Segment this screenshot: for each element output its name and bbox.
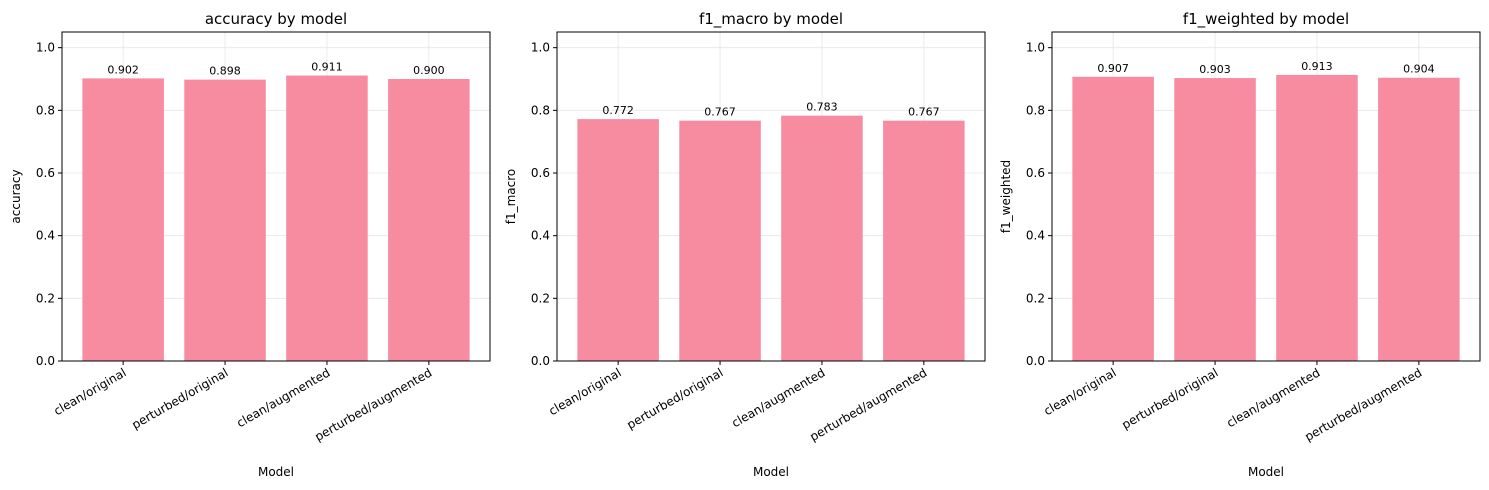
x-tick-label: clean/augmented (1224, 365, 1322, 430)
y-tick-label: 0.4 (1026, 229, 1045, 243)
y-tick-label: 0.6 (531, 166, 550, 180)
chart-title: f1_weighted by model (1183, 10, 1349, 29)
x-axis-label: Model (258, 465, 294, 479)
chart-panel-3: 0.907 0.903 0.913 0.904 0.0 0.2 0.4 0.6 0.8 1.0 cl… (999, 10, 1481, 479)
y-tick-label: 0.6 (36, 166, 55, 180)
bar (1072, 76, 1154, 361)
x-axis-label: Model (753, 465, 789, 479)
bar (577, 119, 659, 362)
data-label: 0.902 (107, 63, 139, 76)
y-tick-label: 0.2 (1026, 291, 1045, 305)
y-axis-label: f1_weighted (999, 160, 1013, 233)
data-label: 0.783 (806, 101, 838, 114)
y-tick-label: 0.8 (531, 103, 550, 117)
plot-frame (61, 31, 491, 362)
y-tick-label: 0.4 (531, 229, 550, 243)
y-tick-label: 1.0 (531, 41, 550, 55)
bar (1174, 78, 1256, 361)
chart-title: accuracy by model (205, 10, 347, 28)
data-label: 0.898 (209, 65, 241, 78)
y-tick-label: 0.6 (1026, 166, 1045, 180)
y-tick-label: 0.4 (36, 229, 55, 243)
data-label: 0.911 (311, 61, 343, 74)
x-tick-label: clean/original (546, 365, 623, 418)
x-tick-label: perturbed/original (129, 365, 230, 431)
y-axis-label: accuracy (9, 169, 23, 223)
bar (82, 78, 164, 361)
y-tick-label: 1.0 (1026, 41, 1045, 55)
bar (1378, 77, 1460, 361)
plot-frame (1051, 31, 1481, 362)
bar (388, 79, 470, 361)
y-tick-label: 0.2 (36, 291, 55, 305)
bar (883, 120, 965, 361)
data-label: 0.903 (1199, 63, 1231, 76)
data-label: 0.900 (413, 64, 445, 77)
x-tick-label: clean/original (1041, 365, 1118, 418)
bar (286, 75, 368, 361)
chart-panel-1: 0.902 0.898 0.911 0.900 0.0 0.2 0.4 0.6 0.8 1.0 cl… (9, 10, 491, 479)
data-label: 0.767 (908, 106, 940, 119)
x-tick-label: clean/augmented (234, 365, 332, 430)
y-tick-label: 0.0 (36, 354, 55, 368)
x-tick-label: perturbed/original (1119, 365, 1220, 431)
y-tick-label: 0.0 (1026, 354, 1045, 368)
y-tick-label: 0.8 (36, 103, 55, 117)
chart-panel-2: 0.772 0.767 0.783 0.767 0.0 0.2 0.4 0.6 0.8 1.0 cl… (504, 10, 986, 479)
data-label: 0.772 (602, 104, 634, 117)
x-axis-label: Model (1248, 465, 1284, 479)
y-tick-label: 0.2 (531, 291, 550, 305)
y-tick-label: 0.0 (531, 354, 550, 368)
chart-title: f1_macro by model (699, 10, 843, 29)
data-label: 0.904 (1403, 63, 1435, 76)
x-tick-label: clean/original (51, 365, 128, 418)
y-tick-label: 1.0 (36, 41, 55, 55)
data-label: 0.907 (1097, 62, 1129, 75)
data-label: 0.913 (1301, 60, 1333, 73)
bar (679, 120, 761, 361)
x-tick-label: perturbed/original (624, 365, 725, 431)
data-label: 0.767 (704, 106, 736, 119)
y-tick-label: 0.8 (1026, 103, 1045, 117)
bar (781, 115, 863, 361)
y-axis-label: f1_macro (504, 169, 518, 225)
bar (184, 79, 266, 362)
plot-frame (556, 31, 986, 362)
bar (1276, 74, 1358, 361)
x-tick-label: clean/augmented (729, 365, 827, 430)
